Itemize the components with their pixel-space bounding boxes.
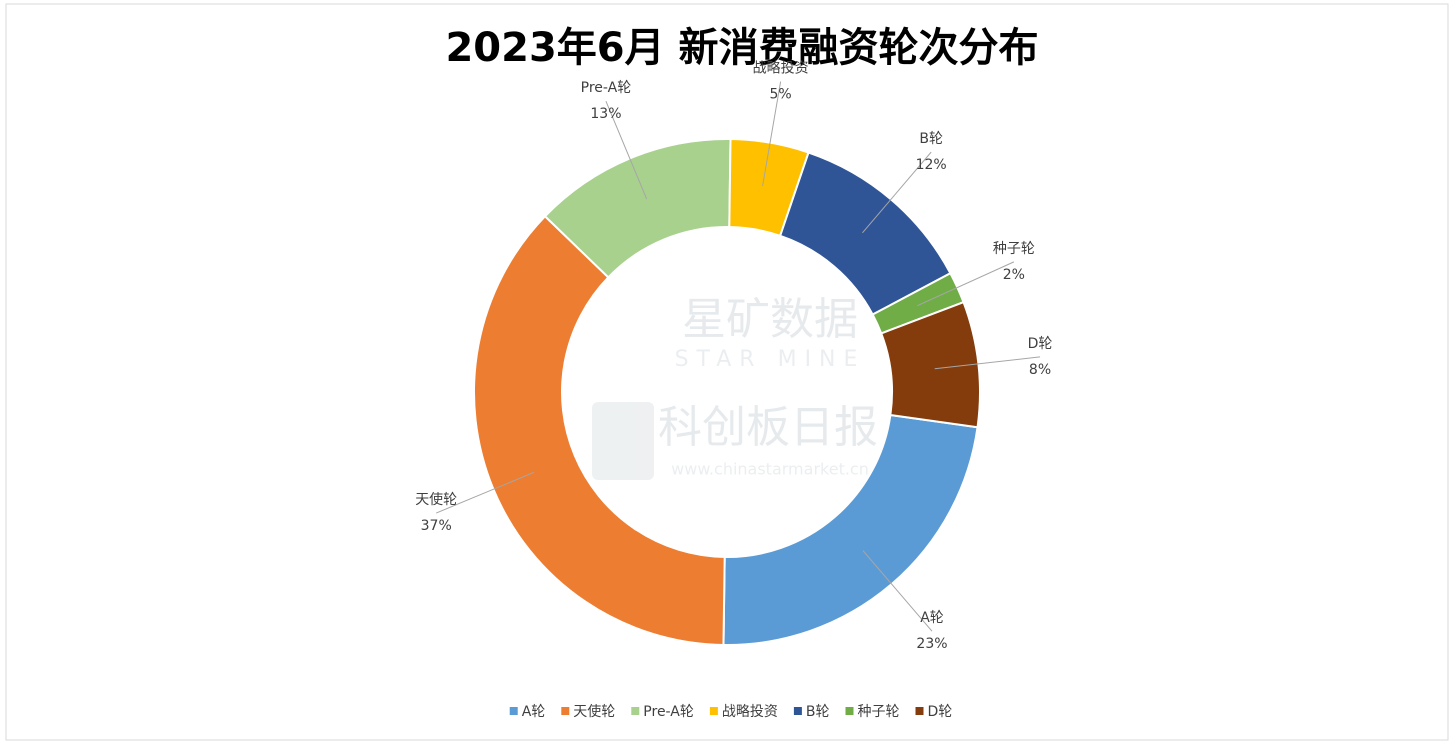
legend-swatch: [793, 707, 802, 715]
data-label-category: Pre-A轮: [581, 80, 632, 96]
donut-slice: [473, 214, 726, 646]
data-label-value: 13%: [590, 106, 621, 122]
watermark: 星矿数据 STAR MINE 科创板日报 www.chinastarmarket…: [592, 294, 878, 480]
legend-swatch: [561, 707, 570, 715]
legend-swatch: [845, 707, 854, 715]
data-label-value: 12%: [916, 157, 947, 173]
legend-label: 战略投资: [722, 704, 778, 720]
data-label-category: B轮: [919, 131, 943, 147]
legend-label: 种子轮: [858, 704, 900, 720]
legend: A轮 天使轮 Pre-A轮 战略投资 B轮 种子轮 D轮: [509, 703, 953, 720]
watermark-brand: 星矿数据: [682, 294, 858, 345]
legend-swatch: [631, 707, 640, 715]
donut-slice: [722, 413, 979, 646]
watermark-brand-en: STAR MINE: [675, 347, 866, 372]
leader-line: [605, 100, 648, 200]
legend-label: D轮: [928, 704, 953, 720]
leader-line: [862, 550, 933, 632]
legend-label: Pre-A轮: [643, 704, 694, 720]
chart-title: 2023年6月 新消费融资轮次分布: [445, 25, 1038, 71]
data-label-category: D轮: [1028, 336, 1053, 352]
leader-line: [435, 471, 535, 514]
data-label-value: 23%: [916, 636, 947, 652]
donut-slice: [879, 300, 981, 429]
legend-swatch: [915, 707, 924, 715]
data-label-value: 8%: [1029, 362, 1051, 378]
data-label-category: A轮: [920, 610, 944, 626]
watermark-logo: [592, 402, 654, 480]
data-label-value: 5%: [770, 87, 792, 103]
legend-label: B轮: [806, 704, 830, 720]
watermark-brand: 科创板日报: [658, 402, 878, 453]
data-label-value: 37%: [421, 518, 452, 534]
data-label-category: 种子轮: [993, 241, 1035, 257]
leader-line: [934, 356, 1041, 370]
legend-swatch: [709, 707, 718, 715]
leader-line: [862, 151, 932, 234]
leader-line: [917, 261, 1015, 307]
leader-line: [762, 81, 782, 187]
legend-label: A轮: [522, 704, 546, 720]
data-label-category: 天使轮: [415, 491, 457, 508]
data-label-value: 2%: [1003, 267, 1025, 283]
legend-label: 天使轮: [573, 703, 615, 720]
legend-swatch: [509, 707, 518, 715]
data-label-category: 战略投资: [753, 61, 809, 77]
watermark-url: www.chinastarmarket.cn: [671, 460, 869, 479]
